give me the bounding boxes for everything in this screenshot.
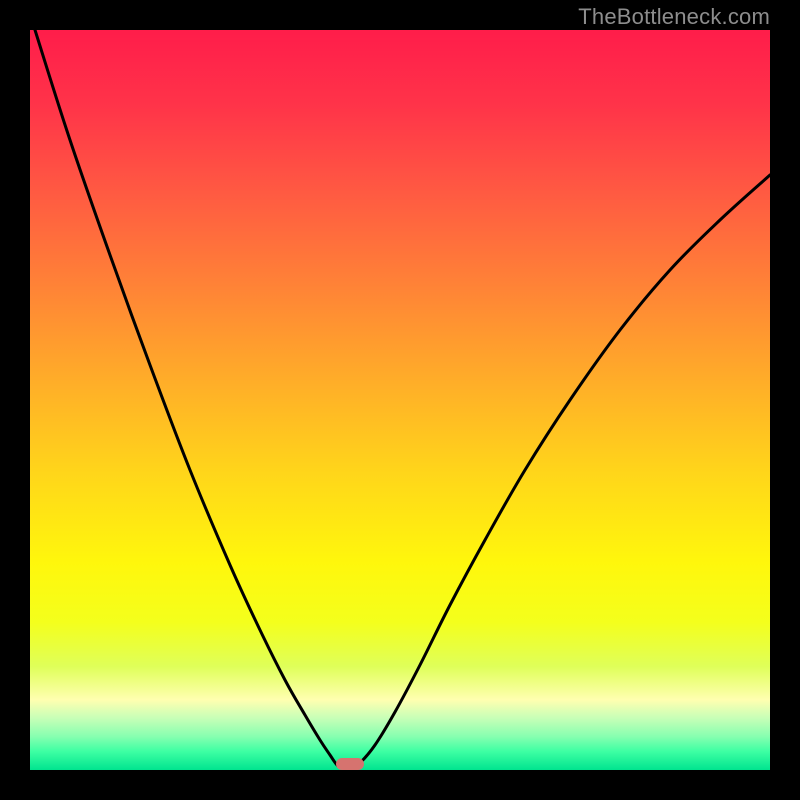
watermark-text: TheBottleneck.com [578, 4, 770, 30]
background-gradient [30, 30, 770, 770]
plot-area [30, 30, 770, 770]
minimum-marker [336, 758, 364, 770]
chart-frame: TheBottleneck.com [0, 0, 800, 800]
